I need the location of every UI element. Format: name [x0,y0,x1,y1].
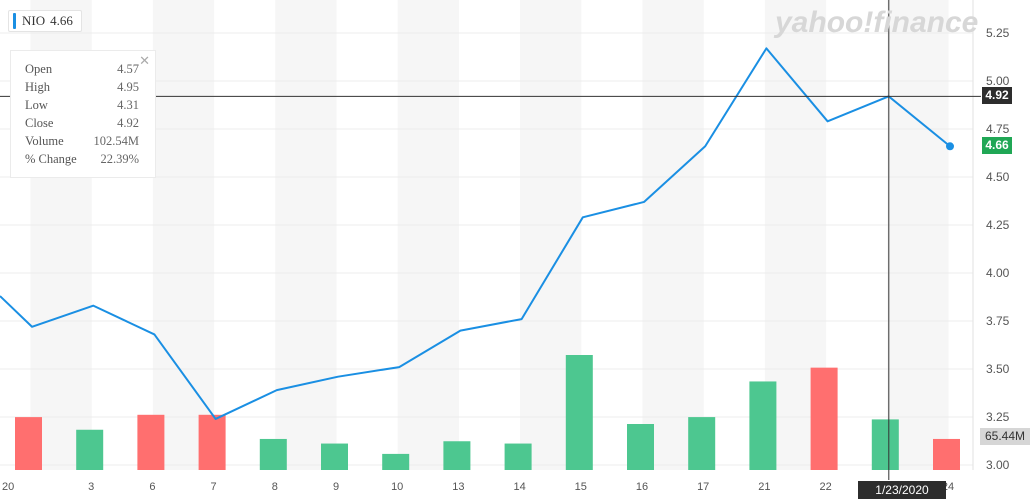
tooltip-row-open: Open 4.57 [25,62,139,77]
volume-label: 65.44M [980,428,1030,445]
y-tick-label: 5.00 [986,74,1010,88]
y-tick-label: 3.50 [986,362,1010,376]
tooltip-value: 4.57 [117,62,139,76]
ohlc-tooltip: ✕ Open 4.57 High 4.95 Low 4.31 Close 4.9… [10,50,156,178]
series-color-marker [13,13,16,29]
tooltip-label: Close [25,116,54,130]
volume-bar [565,355,593,470]
close-icon[interactable]: ✕ [139,53,150,68]
y-tick-label: 3.00 [986,458,1010,472]
volume-bar [810,367,838,470]
y-tick-label: 4.75 [986,122,1010,136]
volume-bar [198,414,226,470]
x-tick-label: 9 [333,481,339,493]
y-tick-label: 4.00 [986,266,1010,280]
volume-bar [443,441,471,470]
x-tick-label: 15 [575,481,587,493]
tooltip-label: High [25,80,50,94]
volume-bar [871,419,899,470]
x-tick-label: 13 [452,481,464,493]
tooltip-row-change: % Change 22.39% [25,152,139,167]
tooltip-label: Low [25,98,48,112]
x-tick-label: 16 [636,481,648,493]
tooltip-value: 102.54M [93,134,140,148]
tooltip-label: Volume [25,134,64,148]
volume-bar [259,438,287,470]
x-tick-label: 8 [272,481,278,493]
volume-bar [627,424,654,470]
ticker-symbol: NIO [22,13,46,28]
tooltip-value: 4.92 [117,116,139,130]
x-tick-label: 22 [819,481,831,493]
x-tick-label: 6 [149,481,155,493]
y-tick-label: 4.50 [986,170,1010,184]
x-tick-label: 3 [88,481,94,493]
x-tick-label: 7 [211,481,217,493]
background-band [275,0,337,470]
x-tick-label: 21 [758,481,770,493]
tooltip-value: 4.31 [117,98,139,112]
tooltip-value: 22.39% [100,152,139,166]
tooltip-label: Open [25,62,53,76]
y-tick-label: 5.25 [986,26,1010,40]
last-price-label: 4.66 [982,137,1012,155]
ticker-last-price: 4.66 [50,13,73,28]
y-tick-label: 3.25 [986,410,1010,424]
volume-bar [933,438,960,470]
x-tick-label: 17 [697,481,709,493]
background-band [642,0,704,470]
tooltip-row-volume: Volume 102.54M [25,134,139,149]
volume-bar [76,429,104,470]
volume-bar [321,443,348,470]
tooltip-row-close: Close 4.92 [25,116,139,131]
y-tick-label: 3.75 [986,314,1010,328]
ticker-chip[interactable]: NIO 4.66 [8,10,82,32]
volume-bar [749,381,777,470]
y-tick-label: 4.25 [986,218,1010,232]
yahoo-finance-logo: yahoo!finance [775,6,979,39]
volume-bar [382,453,410,470]
tooltip-row-high: High 4.95 [25,80,139,95]
background-band [887,0,949,470]
tooltip-row-low: Low 4.31 [25,98,139,113]
volume-bar [15,417,42,470]
crosshair-price-label: 4.92 [982,87,1012,105]
background-band [152,0,215,470]
price-line [0,47,951,420]
x-tick-label: 10 [391,481,403,493]
tooltip-value: 4.95 [117,80,139,94]
x-tick-label: 20 [2,481,14,493]
volume-bar [504,443,532,470]
x-tick-label: 14 [513,481,525,493]
volume-bar [688,417,716,470]
tooltip-label: % Change [25,152,77,166]
volume-bar [137,414,165,470]
crosshair-date-label: 1/23/2020 [858,481,946,499]
last-price-dot [946,142,954,151]
background-band [397,0,459,470]
